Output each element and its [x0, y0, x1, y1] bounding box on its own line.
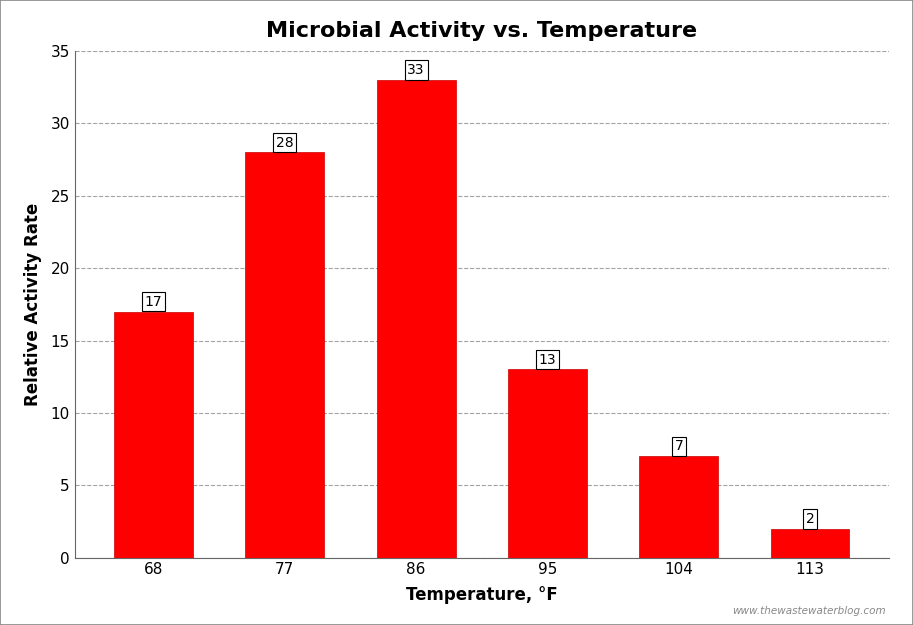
Bar [246, 152, 324, 558]
Text: 7: 7 [675, 439, 683, 453]
Text: 28: 28 [276, 136, 294, 149]
Text: www.thewastewaterblog.com: www.thewastewaterblog.com [732, 606, 886, 616]
Text: 17: 17 [144, 295, 163, 309]
X-axis label: Temperature, °F: Temperature, °F [406, 586, 558, 604]
Bar [377, 80, 456, 558]
Bar [639, 456, 719, 558]
Bar [771, 529, 849, 558]
Text: 13: 13 [539, 352, 556, 367]
Bar [114, 312, 193, 558]
Title: Microbial Activity vs. Temperature: Microbial Activity vs. Temperature [267, 21, 698, 41]
Y-axis label: Relative Activity Rate: Relative Activity Rate [24, 202, 42, 406]
Bar [508, 369, 587, 558]
Text: 33: 33 [407, 63, 425, 77]
Text: 2: 2 [805, 512, 814, 526]
